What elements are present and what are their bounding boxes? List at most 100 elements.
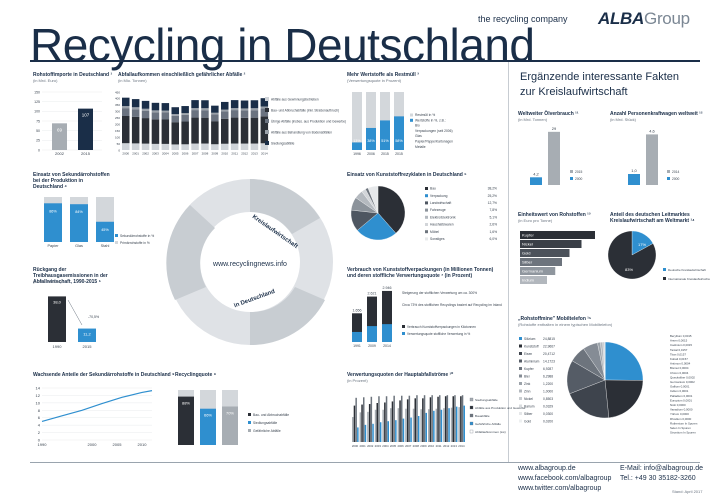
- legend-swatch: [519, 344, 522, 348]
- y-tick-label: 2: [38, 430, 41, 435]
- minor-element-label: Bismut 0,0004: [670, 366, 689, 370]
- bar-value-label: 1.656: [353, 308, 362, 312]
- bar: [200, 408, 216, 445]
- minor-element-label: Gallium 0,0001: [670, 385, 690, 389]
- legend-swatch: [248, 413, 251, 416]
- stacked-bar-segment: [240, 100, 249, 109]
- x-tick-label: 2002: [142, 152, 149, 156]
- x-tick-label: 2012: [241, 152, 248, 156]
- legend-value: 0,0329: [543, 404, 553, 408]
- legend-swatch: [425, 187, 428, 190]
- x-tick-label: 2013: [251, 152, 258, 156]
- legend-swatch: [425, 215, 428, 219]
- footer-facebook[interactable]: www.facebook.com/albagroup: [518, 475, 612, 482]
- pie-slice: [607, 230, 657, 280]
- y-tick-label: 6: [38, 415, 41, 420]
- stacked-bar-segment: [221, 118, 229, 144]
- stacked-bar-segment: [122, 143, 130, 150]
- legend-value: 7,8%: [489, 208, 497, 212]
- bar: [458, 407, 460, 442]
- bar: [463, 405, 465, 442]
- legend-label: Fahrzeuge: [430, 208, 446, 212]
- legend-swatch: [519, 389, 522, 393]
- x-tick-label: 2010: [428, 444, 435, 448]
- y-tick-label: 8: [38, 408, 41, 413]
- legend-swatch: [425, 208, 428, 212]
- footer-web[interactable]: www.albagroup.de: [518, 465, 576, 472]
- stacked-bar-segment: [141, 110, 150, 119]
- legend-label: Abfälle aus Gewinnungsbetrieben: [271, 98, 319, 102]
- bar: [96, 221, 114, 242]
- stacked-bar-segment: [161, 112, 170, 120]
- panel-sub-handy: (Rohstoffe enthalten in einem typischen …: [518, 322, 613, 327]
- stacked-bar-segment: [171, 115, 179, 123]
- bar: [416, 395, 418, 442]
- x-tick-label: 2001: [359, 444, 366, 448]
- y-tick-label: 10: [36, 400, 41, 405]
- bar-category-label: Gold: [522, 251, 530, 256]
- alba-logo: ALBAGroup: [598, 9, 690, 29]
- bar-value-label: 70%: [226, 411, 234, 416]
- x-tick-label: 2014: [383, 344, 391, 348]
- legend-swatch: [425, 237, 428, 241]
- stacked-bar-segment: [250, 110, 259, 118]
- legend-swatch: [519, 412, 522, 415]
- legend-swatch: [570, 170, 573, 173]
- bar-value-label: 38%: [367, 139, 375, 143]
- bar: [380, 120, 390, 150]
- minor-element-label: Yttrium 0,0000: [670, 412, 689, 416]
- panel-title-abfallaufkommen: Abfallaufkommen einschließlich gefährlic…: [118, 72, 246, 78]
- bar-segment: [352, 331, 362, 342]
- x-tick-label: Papier: [48, 244, 60, 248]
- bar: [359, 412, 362, 442]
- x-tick-label: 2006: [367, 152, 375, 156]
- legend-label: 2015: [575, 170, 583, 174]
- bar: [410, 417, 412, 442]
- legend-swatch: [425, 223, 428, 226]
- legend-swatch: [570, 177, 573, 180]
- legend-swatch: [265, 141, 269, 145]
- legend-label: 2000: [575, 177, 583, 181]
- bar: [429, 397, 432, 442]
- bar: [461, 395, 464, 442]
- legend-label: Haushaltswaren: [430, 223, 454, 227]
- bar: [367, 411, 369, 442]
- circle-arrow-1: [250, 179, 320, 234]
- legend-value: 1,6%: [489, 230, 497, 234]
- stacked-bar-segment: [260, 108, 269, 117]
- bar: [420, 409, 422, 442]
- minor-element-label: Chrom 0,0004: [670, 371, 689, 375]
- legend-label: Restmüll in %: [415, 113, 435, 117]
- legend-value: 0,8503: [543, 397, 553, 401]
- legend-label: Übrige Abfälle (insbes. aus Produktion u…: [271, 120, 346, 124]
- bar: [402, 418, 405, 442]
- legend-swatch: [115, 234, 118, 237]
- bar: [352, 417, 354, 442]
- y-tick-label: 12: [36, 393, 41, 398]
- bar-value-label: 69: [57, 127, 63, 132]
- footer-email[interactable]: E-Mail: info@albagroup.de: [620, 465, 703, 472]
- stacked-bar-segment: [141, 143, 150, 150]
- legend-label: Deutsche Kreislaufwirtschaft: [668, 268, 706, 272]
- stacked-bar-segment: [181, 106, 189, 114]
- legend-label: Blei: [524, 374, 530, 378]
- legend-value: 1,2200: [543, 382, 553, 386]
- bar: [428, 409, 430, 442]
- legend-label: Bio: [415, 124, 420, 128]
- bar: [399, 400, 401, 442]
- legend-label: Abfallaufkommen (sw): [475, 430, 506, 434]
- footer-twitter[interactable]: www.twitter.com/albagroup: [518, 485, 602, 492]
- minor-element-label: Quecksilber 0,0002: [670, 375, 695, 379]
- bar: [382, 290, 392, 342]
- legend-label: Gold: [524, 419, 531, 423]
- stacked-bar-segment: [161, 103, 170, 111]
- stacked-bar-segment: [260, 143, 269, 150]
- stacked-bar-segment: [161, 110, 170, 113]
- legend-value: 20,4712: [543, 352, 555, 356]
- legend-label: Verwertungsquote stoffliche Verwertung i…: [407, 332, 470, 336]
- y-tick-label: 100: [115, 135, 120, 139]
- stacked-bar-segment: [211, 144, 219, 150]
- legend-swatch: [469, 421, 474, 426]
- bar-value-label: 4,2: [533, 171, 539, 176]
- x-tick-label: 1996: [353, 152, 361, 156]
